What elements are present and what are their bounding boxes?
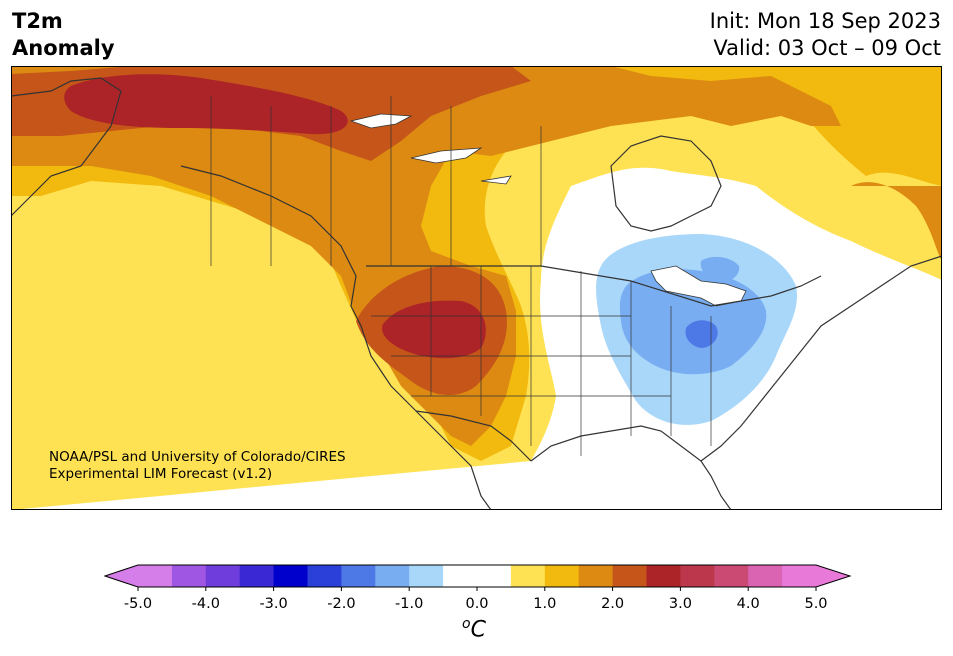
great-bear-lake	[410, 147, 483, 164]
colorbar-swatch	[748, 565, 783, 587]
colorbar-swatch	[138, 565, 173, 587]
anomaly-region-warm-5-west	[382, 300, 486, 359]
colorbar-tick-label: -4.0	[192, 596, 220, 612]
colorbar: -5.0 -4.0 -3.0 -2.0 -1.0 0.0 1.0 2.0 3.0 4.0 5.0	[104, 564, 852, 612]
colorbar-swatch	[307, 565, 342, 587]
colorbar-swatch	[646, 565, 681, 587]
coastlines-and-borders	[11, 77, 942, 510]
colorbar-ticks: -5.0 -4.0 -3.0 -2.0 -1.0 0.0 1.0 2.0 3.0 4.0 5.0	[124, 587, 828, 612]
colorbar-swatch	[375, 565, 410, 587]
colorbar-tick-label: 5.0	[804, 596, 827, 612]
anomaly-region-cool-2-north	[700, 256, 740, 283]
colorbar-tick-label: 1.0	[533, 596, 556, 612]
hudson-bay	[610, 135, 722, 232]
chart-title: T2m Anomaly	[12, 8, 115, 62]
colorbar-swatch	[510, 565, 546, 587]
anomaly-region-cool-3	[685, 320, 718, 348]
colorbar-swatch	[443, 565, 478, 587]
anomaly-region-warm-5	[64, 74, 348, 135]
anomaly-fills	[11, 66, 942, 510]
province-lines	[210, 96, 542, 266]
us-mexico-border	[415, 410, 532, 462]
colorbar-over-arrow	[816, 565, 850, 587]
colorbar-tick-label: 0.0	[465, 596, 488, 612]
colorbar-swatch	[612, 565, 647, 587]
colorbar-swatches	[104, 564, 852, 588]
title-line-variable: T2m	[12, 9, 63, 33]
anomaly-map	[11, 66, 942, 510]
colorbar-under-arrow	[105, 565, 138, 587]
colorbar-swatch	[782, 565, 817, 587]
unit-celsius: C	[470, 617, 486, 643]
anomaly-region-warm-3	[11, 66, 841, 446]
credit-line-1: NOAA/PSL and University of Colorado/CIRE…	[49, 449, 346, 465]
colorbar-tick-label: -3.0	[259, 596, 287, 612]
coastline-east	[700, 255, 942, 462]
colorbar-swatch	[578, 565, 614, 587]
colorbar-tick-label: 2.0	[601, 596, 624, 612]
unit-degree: o	[462, 616, 471, 632]
title-line-anomaly: Anomaly	[12, 36, 115, 60]
valid-date: Valid: 03 Oct – 09 Oct	[713, 36, 941, 60]
colorbar-swatch	[171, 565, 207, 587]
colorbar-tick-label: -2.0	[327, 596, 355, 612]
lake-winnipeg	[480, 175, 512, 185]
colorbar-tick-label: 3.0	[669, 596, 692, 612]
anomaly-region-warm-3-ne	[851, 182, 942, 261]
colorbar-swatch	[409, 565, 444, 587]
colorbar-swatch	[205, 565, 241, 587]
colorbar-swatch	[239, 565, 275, 587]
colorbar-swatch	[341, 565, 376, 587]
colorbar-swatch	[273, 565, 308, 587]
credit-text: NOAA/PSL and University of Colorado/CIRE…	[49, 449, 346, 483]
state-lines	[371, 266, 712, 456]
colorbar-tick-label: -5.0	[124, 596, 152, 612]
map-frame	[11, 66, 942, 510]
great-slave-lake	[349, 113, 413, 129]
colorbar-swatch	[714, 565, 749, 587]
colorbar-tick-label: 4.0	[737, 596, 760, 612]
colorbar-unit: oC	[462, 616, 486, 642]
coastline-west	[11, 77, 492, 510]
colorbar-swatch	[680, 565, 715, 587]
init-date: Init: Mon 18 Sep 2023	[709, 9, 941, 33]
forecast-dates: Init: Mon 18 Sep 2023 Valid: 03 Oct – 09…	[710, 8, 941, 62]
credit-line-2: Experimental LIM Forecast (v1.2)	[49, 466, 273, 482]
coastline-gulf	[530, 425, 732, 510]
colorbar-swatch	[544, 565, 580, 587]
colorbar-swatch	[477, 565, 512, 587]
colorbar-tick-label: -1.0	[395, 596, 423, 612]
